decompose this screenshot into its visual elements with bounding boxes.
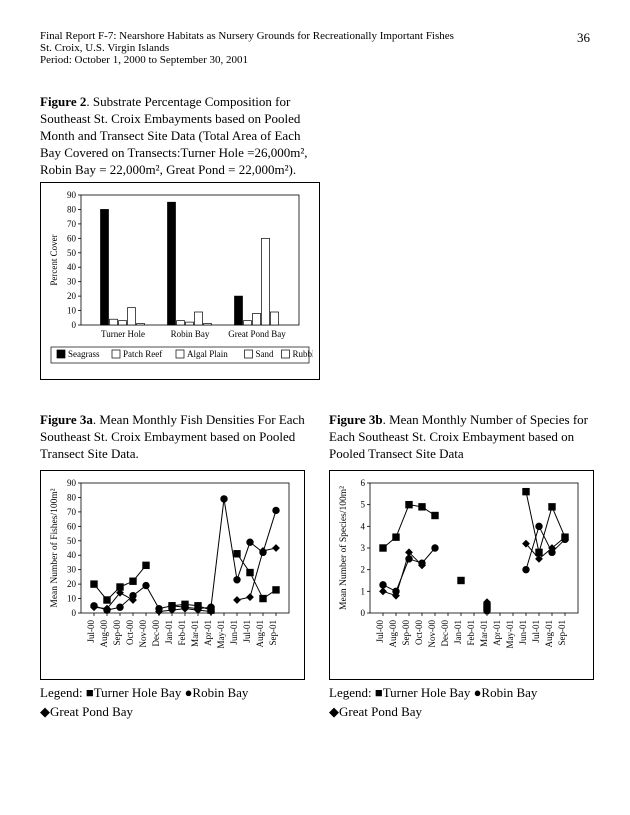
svg-text:Oct-00: Oct-00 <box>414 620 424 645</box>
svg-text:Dec-00: Dec-00 <box>440 620 450 647</box>
page-number: 36 <box>577 30 590 66</box>
svg-text:50: 50 <box>67 536 77 546</box>
svg-text:Dec-00: Dec-00 <box>151 620 161 647</box>
svg-text:Mar-01: Mar-01 <box>479 620 489 647</box>
svg-text:Mean Number of Species/100m²: Mean Number of Species/100m² <box>338 486 349 610</box>
svg-text:5: 5 <box>361 500 366 510</box>
svg-text:Mar-01: Mar-01 <box>190 620 200 647</box>
svg-text:Percent Cover: Percent Cover <box>49 235 59 286</box>
svg-text:May-01: May-01 <box>505 620 515 649</box>
figure3b-label: Figure 3b <box>329 412 383 427</box>
svg-text:Great Pond Bay: Great Pond Bay <box>228 329 286 339</box>
svg-text:90: 90 <box>67 478 77 488</box>
svg-text:0: 0 <box>72 608 77 618</box>
figure3a-svg: 0 10 20 30 40 50 60 70 80 90 Mean Number of Fishes… <box>47 477 298 673</box>
svg-text:Patch Reef: Patch Reef <box>123 349 162 359</box>
svg-text:Sep-00: Sep-00 <box>401 620 411 646</box>
header-line1: Final Report F-7: Nearshore Habitats as … <box>40 30 454 42</box>
svg-text:Apr-01: Apr-01 <box>492 620 502 646</box>
svg-text:Nov-00: Nov-00 <box>427 620 437 648</box>
svg-text:80: 80 <box>67 205 77 215</box>
figure3b-caption: Figure 3b. Mean Monthly Number of Specie… <box>329 412 594 466</box>
svg-text:Mean Number of Fishes/100m²: Mean Number of Fishes/100m² <box>49 489 60 608</box>
figure3a-label: Figure 3a <box>40 412 93 427</box>
header-line3: Period: October 1, 2000 to September 30,… <box>40 54 454 66</box>
figure3b-legend: Legend: ■Turner Hole Bay ●Robin Bay◆Grea… <box>329 684 594 720</box>
svg-text:Nov-00: Nov-00 <box>138 620 148 648</box>
svg-text:Seagrass: Seagrass <box>68 349 100 359</box>
svg-text:Aug-00: Aug-00 <box>99 620 109 648</box>
figure3a-caption: Figure 3a. Mean Monthly Fish Densities F… <box>40 412 305 466</box>
svg-text:Feb-01: Feb-01 <box>466 620 476 646</box>
svg-text:Apr-01: Apr-01 <box>203 620 213 646</box>
svg-text:60: 60 <box>67 234 77 244</box>
svg-text:Jun-01: Jun-01 <box>229 620 239 645</box>
svg-text:Jul-01: Jul-01 <box>531 620 541 643</box>
svg-text:Aug-01: Aug-01 <box>255 620 265 648</box>
figure3a-legend: Legend: ■Turner Hole Bay ●Robin Bay◆Grea… <box>40 684 305 720</box>
page-header: Final Report F-7: Nearshore Habitats as … <box>40 30 590 66</box>
figure3a-chart: 0 10 20 30 40 50 60 70 80 90 Mean Number of Fishes… <box>40 470 305 680</box>
svg-text:70: 70 <box>67 219 77 229</box>
svg-text:Jan-01: Jan-01 <box>453 620 463 644</box>
svg-text:80: 80 <box>67 493 77 503</box>
svg-text:Oct-00: Oct-00 <box>125 620 135 645</box>
svg-text:30: 30 <box>67 277 77 287</box>
svg-text:20: 20 <box>67 292 77 302</box>
svg-text:4: 4 <box>361 522 366 532</box>
svg-text:Aug-00: Aug-00 <box>388 620 398 648</box>
svg-text:Rubble: Rubble <box>293 349 314 359</box>
svg-text:Robin Bay: Robin Bay <box>171 329 210 339</box>
svg-text:Turner Hole: Turner Hole <box>101 329 145 339</box>
svg-text:2: 2 <box>361 565 366 575</box>
svg-text:Jul-01: Jul-01 <box>242 620 252 643</box>
svg-text:Feb-01: Feb-01 <box>177 620 187 646</box>
figure2-chart: 0 10 20 30 40 50 60 70 80 90 Percent Cover Turner H… <box>40 182 320 380</box>
svg-text:Aug-01: Aug-01 <box>544 620 554 648</box>
svg-text:Jul-00: Jul-00 <box>375 620 385 643</box>
svg-text:3: 3 <box>361 543 366 553</box>
svg-text:Jul-00: Jul-00 <box>86 620 96 643</box>
svg-text:0: 0 <box>361 608 366 618</box>
figure3b-chart: 0 1 2 3 4 5 6 Mean Number of Species/100m² Jul-0… <box>329 470 594 680</box>
svg-text:50: 50 <box>67 248 77 258</box>
svg-text:10: 10 <box>67 306 77 316</box>
svg-text:70: 70 <box>67 507 77 517</box>
svg-text:Algal Plain: Algal Plain <box>187 349 228 359</box>
header-line2: St. Croix, U.S. Virgin Islands <box>40 42 454 54</box>
svg-text:Sep-01: Sep-01 <box>268 620 278 646</box>
svg-text:Sep-00: Sep-00 <box>112 620 122 646</box>
svg-text:40: 40 <box>67 263 77 273</box>
svg-text:20: 20 <box>67 580 77 590</box>
svg-text:Sand: Sand <box>256 349 275 359</box>
figure2-svg: 0 10 20 30 40 50 60 70 80 90 Percent Cover Turner H… <box>47 189 313 369</box>
svg-text:May-01: May-01 <box>216 620 226 649</box>
svg-text:0: 0 <box>72 320 77 330</box>
figure2-label: Figure 2 <box>40 94 86 109</box>
svg-text:10: 10 <box>67 594 77 604</box>
svg-text:60: 60 <box>67 522 77 532</box>
svg-text:Sep-01: Sep-01 <box>557 620 567 646</box>
svg-text:40: 40 <box>67 551 77 561</box>
svg-text:1: 1 <box>361 587 366 597</box>
svg-text:Jan-01: Jan-01 <box>164 620 174 644</box>
figure3b-svg: 0 1 2 3 4 5 6 Mean Number of Species/100m² Jul-0… <box>336 477 587 673</box>
svg-text:Jun-01: Jun-01 <box>518 620 528 645</box>
svg-text:6: 6 <box>361 478 366 488</box>
figure2-caption: Figure 2. Substrate Percentage Compositi… <box>40 94 320 178</box>
svg-text:90: 90 <box>67 190 77 200</box>
svg-text:30: 30 <box>67 565 77 575</box>
